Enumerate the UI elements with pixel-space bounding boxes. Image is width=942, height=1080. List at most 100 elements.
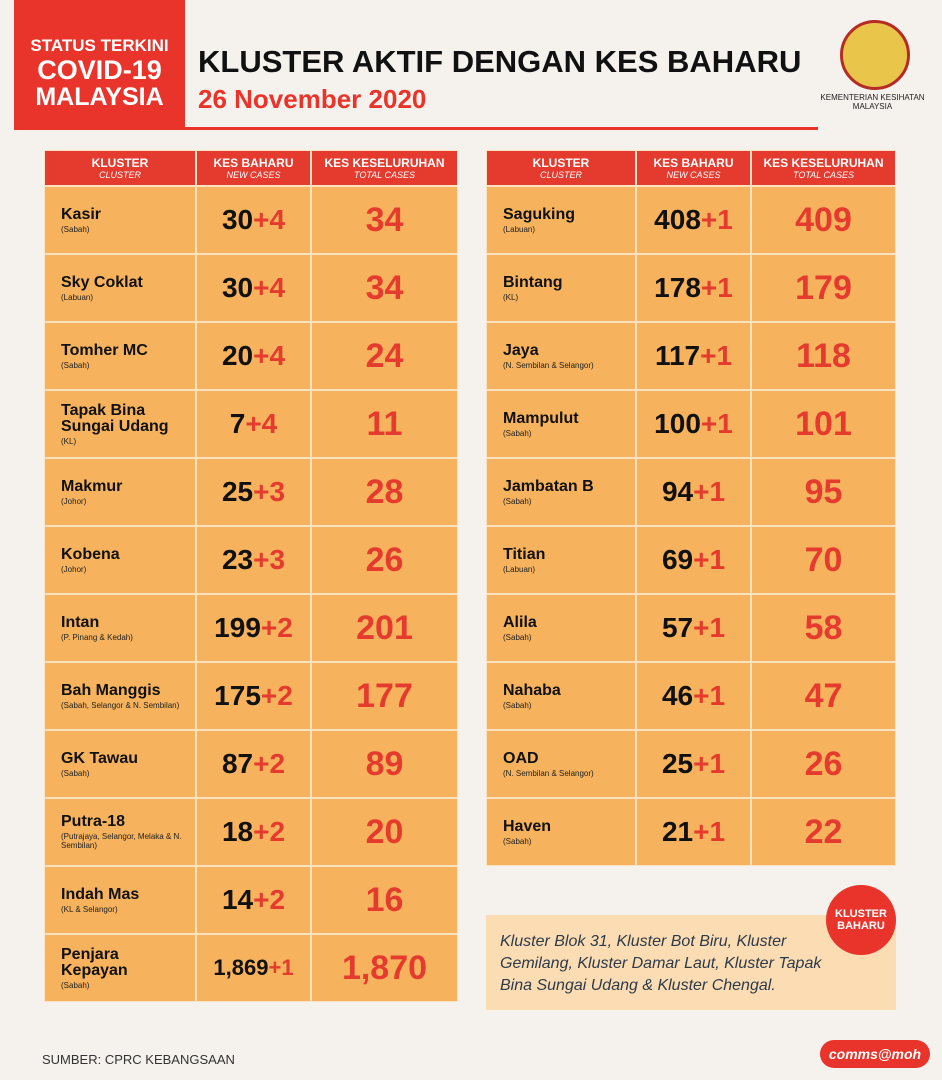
- badge-line: KLUSTER: [835, 908, 887, 920]
- new-cases-cell: 178+1: [636, 254, 751, 322]
- row: OAD (N. Sembilan & Selangor) 25+1 26: [486, 730, 896, 798]
- total-cell: 34: [311, 254, 458, 322]
- rule: [185, 127, 818, 130]
- header-label: KES KESELURUHAN: [763, 156, 884, 170]
- new-cases-added: +1: [693, 816, 726, 847]
- cluster-name: Tapak Bina Sungai Udang: [61, 401, 169, 435]
- new-cases-cell: 1,869+1: [196, 934, 311, 1002]
- row: Nahaba (Sabah) 46+1 47: [486, 662, 896, 730]
- cluster-region: (Sabah, Selangor & N. Sembilan): [61, 700, 180, 710]
- new-cases-cell: 100+1: [636, 390, 751, 458]
- new-cases-added: +2: [253, 816, 286, 847]
- header-cell: KES BAHARU NEW CASES: [636, 150, 751, 186]
- cluster-name: Penjara Kepayan: [61, 945, 128, 979]
- cluster-region: (Sabah): [503, 836, 532, 846]
- new-cases-base: 175: [214, 680, 261, 711]
- header-cell: KES KESELURUHAN TOTAL CASES: [751, 150, 896, 186]
- row: Jaya (N. Sembilan & Selangor) 117+1 118: [486, 322, 896, 390]
- cluster-cell: OAD (N. Sembilan & Selangor): [486, 730, 636, 798]
- header-label: KES BAHARU: [213, 156, 294, 170]
- new-cases-cell: 14+2: [196, 866, 311, 934]
- new-cases-base: 14: [221, 884, 254, 915]
- new-cases-cell: 20+4: [196, 322, 311, 390]
- new-cases-base: 20: [221, 340, 254, 371]
- cluster-name: Indah Mas: [61, 885, 140, 903]
- new-cases-added: +4: [253, 340, 286, 371]
- cluster-cell: Tapak Bina Sungai Udang (KL): [44, 390, 196, 458]
- cluster-cell: Saguking (Labuan): [486, 186, 636, 254]
- new-cases: 20+4: [222, 340, 285, 372]
- row: Haven (Sabah) 21+1 22: [486, 798, 896, 866]
- header-sub: CLUSTER: [98, 170, 141, 180]
- new-cases-base: 1,869: [213, 955, 269, 980]
- cluster-name: Tomher MC: [61, 341, 148, 359]
- new-cases-base: 408: [654, 204, 701, 235]
- new-cases: 30+4: [222, 204, 285, 236]
- cluster-region: (Putrajaya, Selangor, Melaka & N. Sembil…: [61, 832, 182, 850]
- table: KLUSTER CLUSTER KES BAHARU NEW CASES KES KES…: [44, 150, 458, 1002]
- cluster-cell: Penjara Kepayan (Sabah): [44, 934, 196, 1002]
- cluster-region: (KL): [61, 436, 77, 446]
- cluster-cell: Titian (Labuan): [486, 526, 636, 594]
- cluster-name: Putra-18: [61, 813, 126, 830]
- new-cases-added: +1: [700, 272, 733, 303]
- total-cell: 26: [751, 730, 896, 798]
- new-cases-cell: 46+1: [636, 662, 751, 730]
- cluster-region: (Sabah): [61, 980, 90, 990]
- new-cases: 57+1: [662, 612, 725, 644]
- cluster-cell: Putra-18 (Putrajaya, Selangor, Melaka & N…: [44, 798, 196, 866]
- new-cases-cell: 30+4: [196, 254, 311, 322]
- new-cases-added: +1: [693, 544, 726, 575]
- new-cases-cell: 57+1: [636, 594, 751, 662]
- row: Penjara Kepayan (Sabah) 1,869+1 1,870: [44, 934, 458, 1002]
- new-cases-base: 69: [661, 544, 694, 575]
- new-cases-base: 117: [654, 340, 701, 371]
- cluster-name: Saguking: [503, 205, 576, 223]
- total-cell: 58: [751, 594, 896, 662]
- cluster-cell: Tomher MC (Sabah): [44, 322, 196, 390]
- cluster-name: Sky Coklat: [61, 273, 143, 291]
- row: Mampulut (Sabah) 100+1 101: [486, 390, 896, 458]
- row: Saguking (Labuan) 408+1 409: [486, 186, 896, 254]
- new-cases: 175+2: [214, 680, 293, 712]
- cluster-name: Jambatan B: [503, 477, 594, 495]
- crest: [840, 20, 910, 90]
- new-cases-cell: 94+1: [636, 458, 751, 526]
- new-cases-base: 100: [654, 408, 701, 439]
- new-cases: 7+4: [230, 408, 278, 440]
- row: Kobena (Johor) 23+3 26: [44, 526, 458, 594]
- new-cases-base: 30: [221, 272, 254, 303]
- cluster-name: OAD: [503, 749, 539, 767]
- new-cases-cell: 7+4: [196, 390, 311, 458]
- new-cases-added: +1: [693, 680, 726, 711]
- cluster-region: (P. Pinang & Kedah): [61, 632, 133, 642]
- new-cases: 94+1: [662, 476, 725, 508]
- cluster-cell: Bah Manggis (Sabah, Selangor & N. Sembila…: [44, 662, 196, 730]
- badge-line: MALAYSIA: [35, 83, 164, 111]
- new-cases-base: 178: [654, 272, 701, 303]
- cluster-region: (Johor): [61, 564, 87, 574]
- cluster-name: Alila: [503, 613, 537, 631]
- total-cell: 47: [751, 662, 896, 730]
- new-cases-added: +4: [245, 408, 278, 439]
- header-cell: KES KESELURUHAN TOTAL CASES: [311, 150, 458, 186]
- total-cell: 26: [311, 526, 458, 594]
- cluster-name: Makmur: [61, 477, 123, 495]
- cluster-cell: Bintang (KL): [486, 254, 636, 322]
- new-cases-added: +3: [253, 476, 286, 507]
- new-cases-added: +2: [260, 612, 293, 643]
- cluster-cell: Haven (Sabah): [486, 798, 636, 866]
- new-cluster-badge: KLUSTER BAHARU: [826, 885, 896, 955]
- row: Intan (P. Pinang & Kedah) 199+2 201: [44, 594, 458, 662]
- cluster-region: (Labuan): [503, 224, 536, 234]
- total-cell: 409: [751, 186, 896, 254]
- row: Makmur (Johor) 25+3 28: [44, 458, 458, 526]
- header-sub: NEW CASES: [666, 170, 721, 180]
- new-cases: 46+1: [662, 680, 725, 712]
- row: Alila (Sabah) 57+1 58: [486, 594, 896, 662]
- new-cases: 199+2: [214, 612, 293, 644]
- total-cell: 1,870: [311, 934, 458, 1002]
- total-cell: 101: [751, 390, 896, 458]
- new-cases-base: 30: [221, 204, 254, 235]
